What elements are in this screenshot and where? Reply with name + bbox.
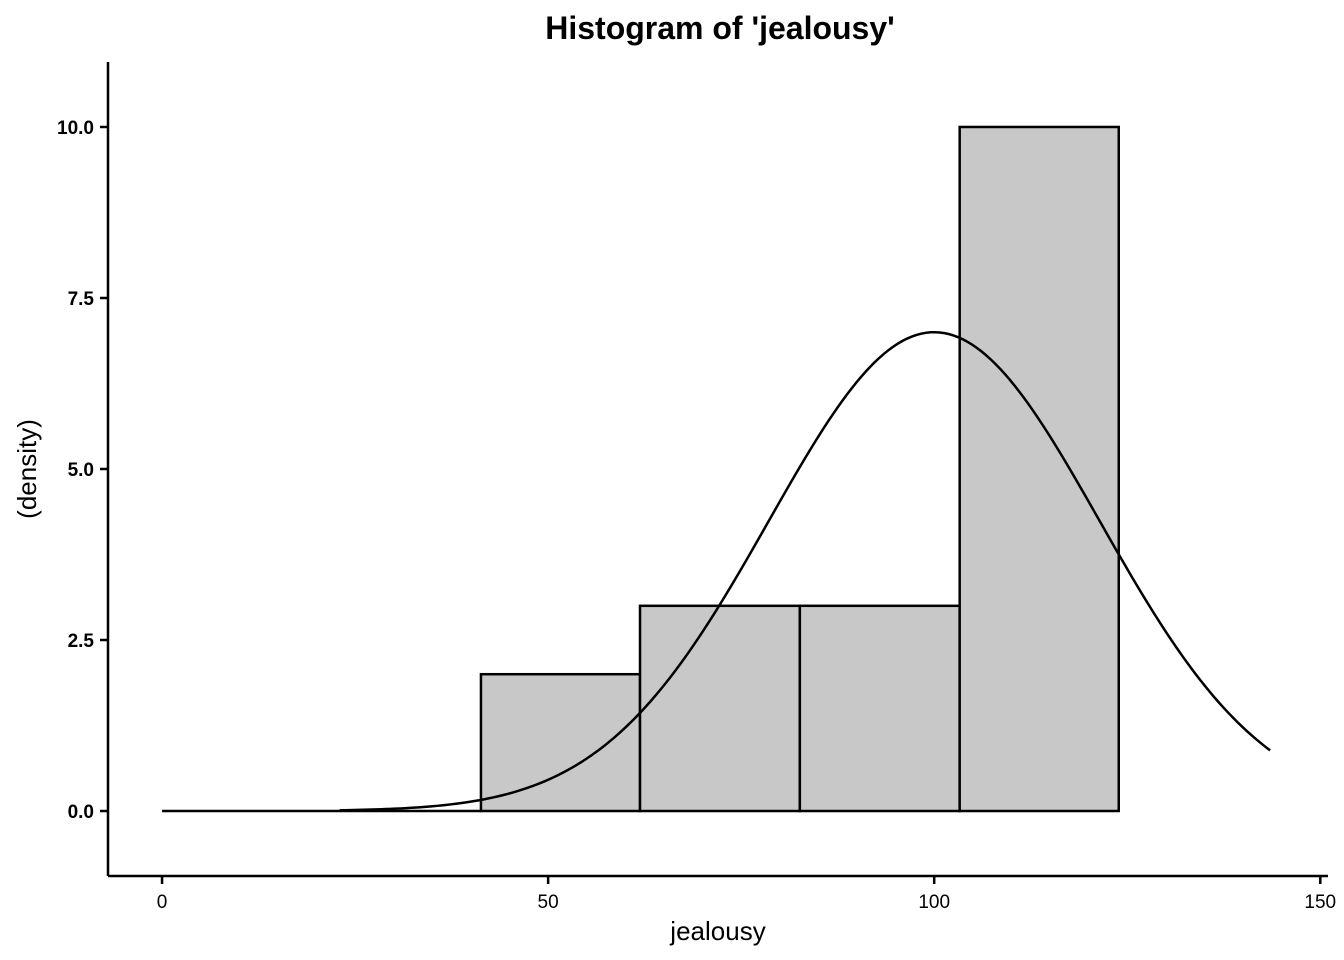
- histogram-bar: [798, 604, 961, 813]
- x-tick-label: 150: [1304, 892, 1336, 913]
- y-tick-label: 7.5: [68, 289, 95, 310]
- axes-group: 0 50 100 150 0.0 2.5 5.0 7.5 10.0: [57, 62, 1336, 913]
- histogram-bar: [479, 672, 642, 813]
- histogram-bar: [958, 125, 1120, 813]
- y-tick-label: 2.5: [68, 631, 95, 652]
- x-tick-label: 100: [918, 892, 950, 913]
- histogram-bar: [638, 604, 802, 813]
- x-tick-label: 0: [157, 892, 168, 913]
- density-curve: [339, 330, 1271, 812]
- bars-group: [162, 125, 1120, 813]
- y-tick-label: 5.0: [68, 460, 94, 481]
- x-axis-label: jealousy: [669, 916, 765, 946]
- curve-group: [339, 330, 1271, 812]
- chart-title: Histogram of 'jealousy': [545, 10, 895, 46]
- y-tick-label: 0.0: [68, 802, 94, 823]
- y-tick-label: 10.0: [57, 118, 94, 139]
- x-tick-label: 50: [538, 892, 559, 913]
- y-axis-label: (density): [12, 419, 42, 519]
